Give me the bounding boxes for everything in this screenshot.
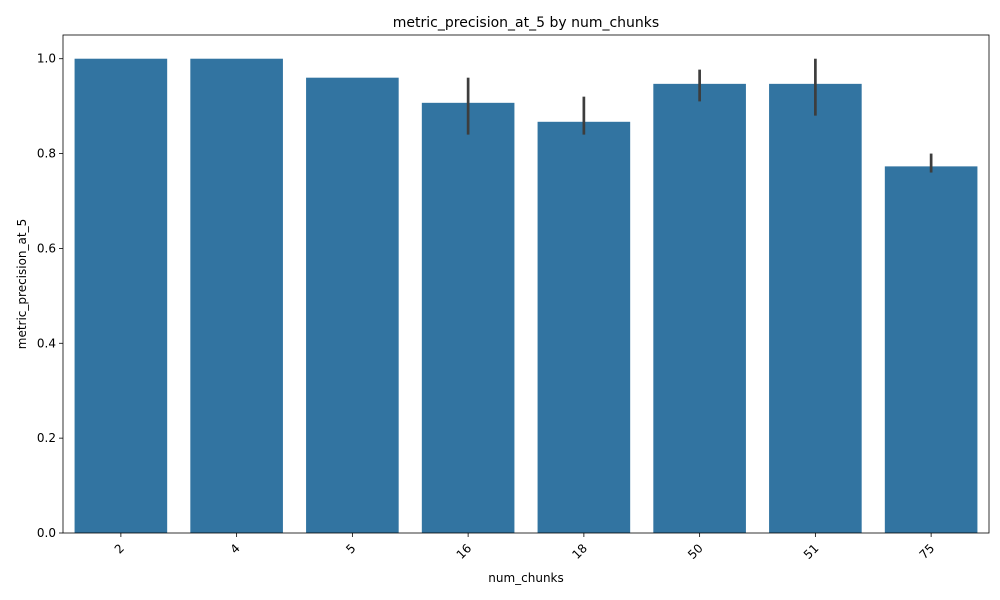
bar-75 xyxy=(884,166,978,533)
bar-18 xyxy=(537,121,631,534)
y-axis-label: metric_precision_at_5 xyxy=(15,219,29,349)
y-tick-label: 0.4 xyxy=(37,336,56,350)
x-tick-label-2: 2 xyxy=(112,541,127,556)
bar-50 xyxy=(653,83,746,533)
bar-2 xyxy=(74,58,168,533)
bar-4 xyxy=(190,58,283,533)
x-tick-label-51: 51 xyxy=(801,541,822,562)
y-tick-label: 0.0 xyxy=(37,526,56,540)
x-tick-label-75: 75 xyxy=(917,541,938,562)
x-axis-label: num_chunks xyxy=(488,571,564,585)
x-tick-label-18: 18 xyxy=(569,541,590,562)
bar-51 xyxy=(769,83,862,533)
y-tick-label: 0.8 xyxy=(37,147,56,161)
bar-16 xyxy=(421,102,515,533)
y-tick-label: 1.0 xyxy=(37,52,56,66)
x-tick-label-50: 50 xyxy=(685,541,706,562)
x-tick-label-4: 4 xyxy=(227,541,242,556)
bar-5 xyxy=(306,77,399,533)
plot-frame xyxy=(62,34,990,534)
x-tick-label-16: 16 xyxy=(454,541,475,562)
chart-title: metric_precision_at_5 by num_chunks xyxy=(393,15,659,31)
y-tick-label: 0.2 xyxy=(37,431,56,445)
plot-area xyxy=(74,58,978,534)
y-tick-label: 0.6 xyxy=(37,241,56,255)
x-tick-label-5: 5 xyxy=(343,541,358,556)
